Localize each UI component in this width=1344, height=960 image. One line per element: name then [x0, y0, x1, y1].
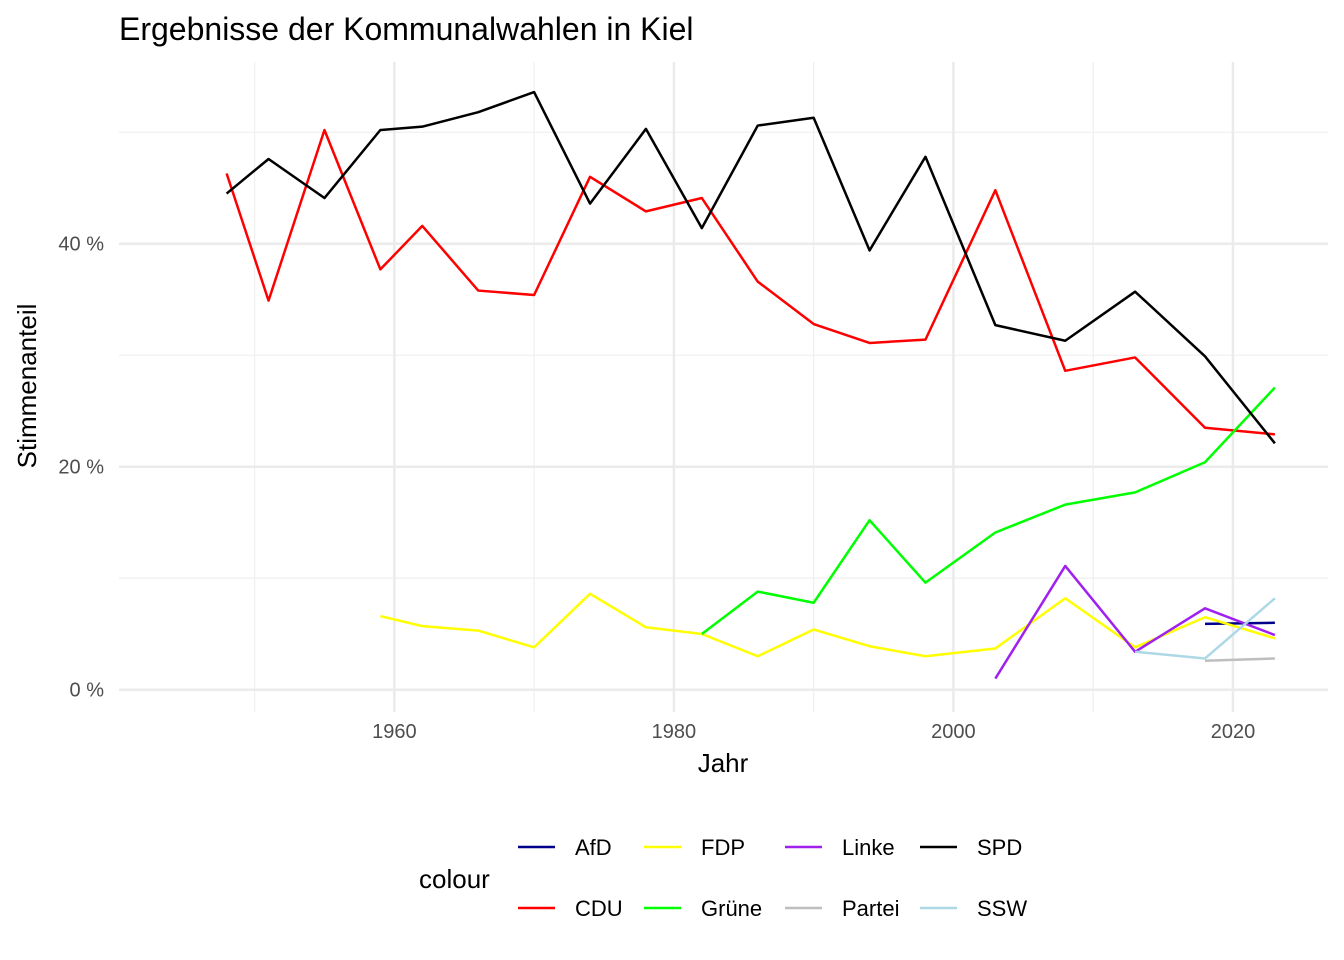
legend-item-afd: AfD: [518, 835, 612, 860]
legend-label: Grüne: [701, 896, 762, 921]
legend-label: Linke: [842, 835, 895, 860]
series-line-cdu: [225, 128, 1276, 436]
x-tick-label: 1980: [652, 721, 697, 743]
legend-label: AfD: [575, 835, 612, 860]
legend-label: Partei: [842, 896, 899, 921]
y-tick-label: 20 %: [58, 457, 104, 479]
series-line-fdp: [380, 592, 1276, 658]
chart-title: Ergebnisse der Kommunalwahlen in Kiel: [119, 11, 694, 47]
legend-item-partei: Partei: [785, 896, 899, 921]
series-line-partei: [1204, 657, 1275, 662]
legend-item-ssw: SSW: [920, 896, 1027, 921]
x-tick-label: 2020: [1211, 721, 1256, 743]
series-line-ssw: [1134, 597, 1276, 660]
x-axis-label: Jahr: [698, 748, 749, 778]
x-tick-label: 2000: [931, 721, 976, 743]
legend-label: SPD: [977, 835, 1022, 860]
legend-label: CDU: [575, 896, 623, 921]
legend-item-linke: Linke: [785, 835, 895, 860]
series-line-afd: [1204, 621, 1275, 626]
legend-item-fdp: FDP: [644, 835, 745, 860]
series-line-grüne: [701, 386, 1276, 635]
y-tick-label: 0 %: [70, 680, 105, 702]
y-axis-label: Stimmenanteil: [12, 304, 42, 469]
legend-item-grüne: Grüne: [644, 896, 762, 921]
legend-label: SSW: [977, 896, 1027, 921]
series-line-spd: [225, 90, 1276, 445]
legend-item-spd: SPD: [920, 835, 1022, 860]
legend-item-cdu: CDU: [518, 896, 623, 921]
legend-title: colour: [419, 864, 490, 894]
y-tick-label: 40 %: [58, 234, 104, 256]
legend-label: FDP: [701, 835, 745, 860]
x-tick-label: 1960: [372, 721, 417, 743]
